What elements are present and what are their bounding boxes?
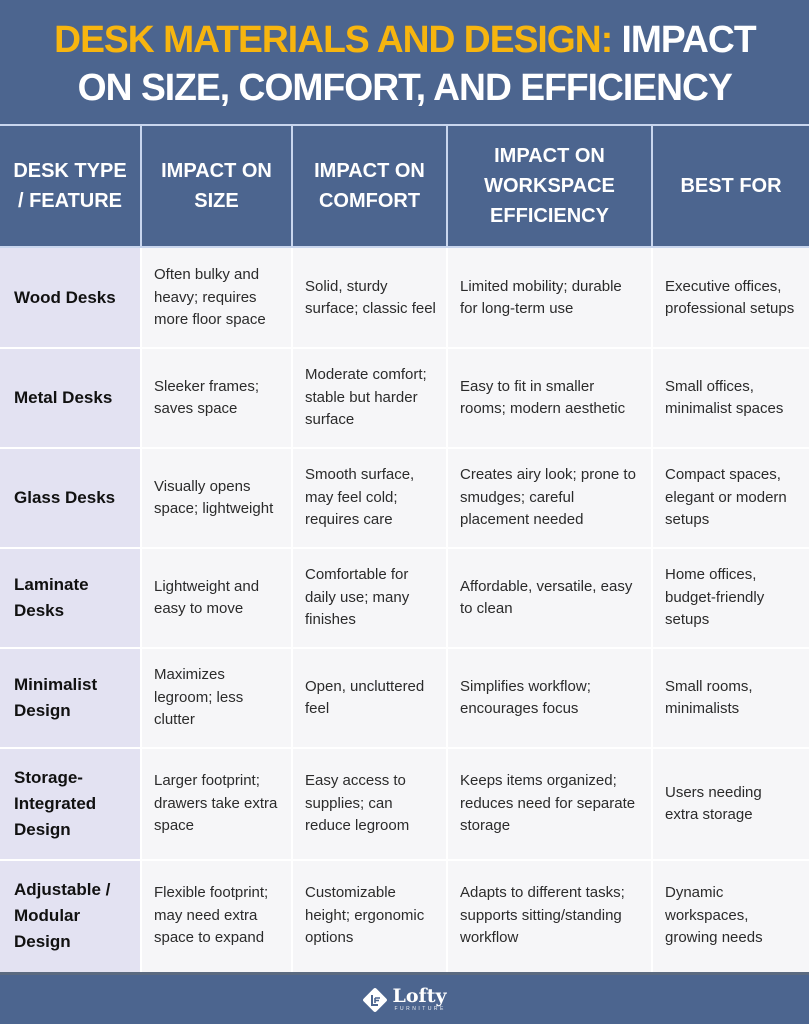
row-impact-size: Maximizes legroom; less clutter [154,666,244,729]
row-best-for: Compact spaces, elegant or modern setups [665,466,787,529]
row-impact-efficiency: Affordable, versatile, easy to clean [460,577,633,618]
header-impact-efficiency: IMPACT ON WORKSPACE EFFICIENCY [446,126,651,246]
table-row: Wood Desks Often bulky and heavy; requir… [0,248,809,348]
row-best-for: Small rooms, minimalists [665,677,753,718]
column-divider [446,248,448,972]
header-impact-comfort: IMPACT ON COMFORT [291,126,446,246]
row-divider [0,647,809,649]
page-title-line-1: DESK MATERIALS AND DESIGN: IMPACT [53,16,756,64]
row-impact-comfort: Smooth surface, may feel cold; requires … [305,466,415,529]
brand-logo[interactable]: Lofty FURNITURE [362,985,447,1013]
row-impact-comfort: Comfortable for daily use; many finishes [305,566,410,629]
row-best-for: Users needing extra storage [665,783,762,824]
row-impact-efficiency: Limited mobility; durable for long-term … [460,277,622,318]
column-divider [140,248,142,972]
row-divider [0,859,809,861]
row-impact-efficiency: Keeps items organized; reduces need for … [460,772,636,835]
footer-bar: Lofty FURNITURE [0,972,809,1024]
page-title-line-2: ON SIZE, COMFORT, AND EFFICIENCY [77,67,732,109]
row-desk-type: Metal Desks [0,348,140,448]
row-divider [0,747,809,749]
row-best-for: Home offices, budget-friendly setups [665,566,765,629]
column-divider [291,248,293,972]
row-impact-efficiency: Adapts to different tasks; supports sitt… [460,884,625,947]
row-impact-comfort: Moderate comfort; stable but harder surf… [305,366,427,429]
row-divider [0,547,809,549]
row-desk-type: Adjustable / Modular Design [0,860,140,972]
row-impact-size: Sleeker frames; saves space [154,377,260,418]
row-impact-size: Visually opens space; lightweight [154,477,274,518]
row-impact-size: Flexible footprint; may need extra space… [154,884,269,947]
title-banner: DESK MATERIALS AND DESIGN: IMPACT ON SIZ… [0,0,809,124]
column-divider [651,248,653,972]
header-desk-type: DESK TYPE / FEATURE [13,160,127,212]
row-desk-type: Glass Desks [0,448,140,548]
row-best-for: Small offices, minimalist spaces [665,377,784,418]
brand-name: Lofty [392,985,447,1007]
brand-subtitle: FURNITURE [394,1006,446,1012]
row-impact-efficiency: Creates airy look; prone to smudges; car… [460,466,636,529]
row-impact-size: Larger footprint; drawers take extra spa… [154,772,278,835]
row-desk-type: Wood Desks [0,248,140,348]
comparison-table: DESK TYPE / FEATURE IMPACT ON SIZE IMPAC… [0,124,809,972]
row-impact-comfort: Easy access to supplies; can reduce legr… [305,772,410,835]
row-impact-efficiency: Simplifies workflow; encourages focus [460,677,591,718]
row-divider [0,347,809,349]
row-desk-type: Minimalist Design [0,648,140,748]
row-impact-comfort: Solid, sturdy surface; classic feel [305,277,436,318]
header-impact-size: IMPACT ON SIZE [140,126,291,246]
row-impact-comfort: Open, uncluttered feel [305,677,425,718]
row-impact-efficiency: Easy to fit in smaller rooms; modern aes… [460,377,626,418]
row-desk-type: Storage-Integrated Design [0,748,140,860]
row-desk-type: Laminate Desks [0,548,140,648]
row-best-for: Dynamic workspaces, growing needs [665,884,763,947]
title-rest-text: IMPACT [611,19,756,61]
table-row: Metal Desks Sleeker frames; saves space … [0,348,809,448]
row-best-for: Executive offices, professional setups [665,277,795,318]
table-row: Adjustable / Modular Design Flexible foo… [0,860,809,972]
lofty-diamond-logo-icon [362,987,388,1013]
header-best-for: BEST FOR [651,126,809,246]
row-impact-comfort: Customizable height; ergonomic options [305,884,425,947]
table-row: Minimalist Design Maximizes legroom; les… [0,648,809,748]
table-row: Storage-Integrated Design Larger footpri… [0,748,809,860]
table-row: Glass Desks Visually opens space; lightw… [0,448,809,548]
table-header-row: DESK TYPE / FEATURE IMPACT ON SIZE IMPAC… [0,124,809,248]
row-impact-size: Often bulky and heavy; requires more flo… [154,266,266,329]
title-accent-text: DESK MATERIALS AND DESIGN: [53,19,613,61]
row-impact-size: Lightweight and easy to move [154,577,260,618]
table-row: Laminate Desks Lightweight and easy to m… [0,548,809,648]
row-divider [0,447,809,449]
